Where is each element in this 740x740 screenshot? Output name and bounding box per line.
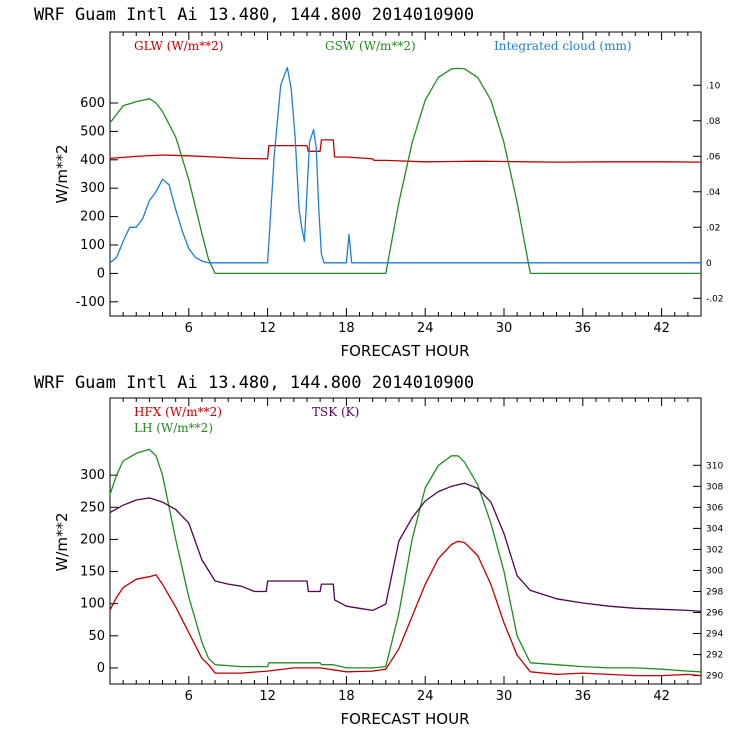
x-tick-label: 24 — [417, 689, 434, 704]
x-axis-label: FORECAST HOUR — [340, 342, 469, 360]
x-tick-label: 42 — [653, 321, 670, 336]
x-tick-label: 12 — [259, 689, 276, 704]
x-tick-label: 12 — [259, 321, 276, 336]
plot-frame — [109, 31, 702, 317]
y-tick-label: 600 — [80, 96, 105, 111]
plot-frame — [109, 397, 702, 685]
legend-hfx: HFX (W/m**2) — [134, 405, 222, 419]
y-tick-label: 100 — [80, 597, 105, 612]
legend-tsk: TSK (K) — [312, 405, 359, 419]
y-tick-label: 400 — [80, 153, 105, 168]
y2-tick-label: 292 — [706, 651, 723, 661]
x-tick-label: 36 — [575, 689, 592, 704]
y2-tick-label: .08 — [706, 117, 721, 127]
y2-tick-label: 298 — [706, 587, 723, 597]
x-tick-label: 30 — [496, 321, 513, 336]
panel-title: WRF Guam Intl Ai 13.480, 144.800 2014010… — [34, 5, 474, 25]
x-tick-label: 18 — [338, 321, 355, 336]
y2-tick-label: 302 — [706, 545, 723, 555]
y-tick-label: 200 — [80, 532, 105, 547]
legend-glw: GLW (W/m**2) — [134, 39, 223, 53]
y-axis-label: W/m**2 — [53, 512, 71, 571]
series-tsk — [109, 482, 702, 613]
panel-radiation: WRF Guam Intl Ai 13.480, 144.800 2014010… — [34, 5, 724, 360]
y2-tick-label: .06 — [706, 152, 721, 162]
y2-tick-label: 0 — [706, 259, 712, 269]
series-glw — [109, 139, 702, 163]
x-tick-label: 42 — [653, 689, 670, 704]
x-tick-label: 6 — [185, 321, 193, 336]
y-tick-label: 500 — [80, 124, 105, 139]
y-tick-label: 100 — [80, 238, 105, 253]
y2-tick-label: 290 — [706, 672, 723, 682]
y-tick-label: 0 — [97, 266, 105, 281]
y-tick-label: 200 — [80, 210, 105, 225]
y-tick-label: 300 — [80, 468, 105, 483]
y-tick-label: 50 — [88, 629, 105, 644]
y2-tick-label: .04 — [706, 188, 721, 198]
y2-tick-label: 304 — [706, 524, 723, 534]
x-tick-label: 36 — [575, 321, 592, 336]
y-tick-label: 150 — [80, 565, 105, 580]
series-integrated — [109, 66, 701, 264]
x-axis-label: FORECAST HOUR — [340, 710, 469, 728]
y2-tick-label: .02 — [706, 223, 720, 233]
series-lh — [109, 448, 702, 673]
panel-surface-fluxes: WRF Guam Intl Ai 13.480, 144.800 2014010… — [34, 373, 723, 728]
y2-tick-label: 300 — [706, 566, 723, 576]
panel-title: WRF Guam Intl Ai 13.480, 144.800 2014010… — [34, 373, 474, 393]
y2-tick-label: 308 — [706, 482, 723, 492]
y-tick-label: 250 — [80, 500, 105, 515]
y2-tick-label: -.02 — [706, 294, 724, 304]
x-tick-label: 6 — [185, 689, 193, 704]
legend-gsw: GSW (W/m**2) — [325, 39, 416, 53]
y2-tick-label: 306 — [706, 503, 723, 513]
legend-lh: LH (W/m**2) — [134, 421, 213, 435]
y2-tick-label: .10 — [706, 81, 721, 91]
y2-tick-label: 310 — [706, 461, 723, 471]
y-tick-label: 0 — [97, 661, 105, 676]
series-hfx — [109, 540, 702, 677]
y2-tick-label: 294 — [706, 630, 723, 640]
legend-cloud: Integrated cloud (mm) — [494, 39, 632, 53]
series-gsw — [109, 67, 701, 275]
x-tick-label: 18 — [338, 689, 355, 704]
y2-tick-label: 296 — [706, 609, 723, 619]
y-axis-label: W/m**2 — [53, 144, 71, 203]
y-tick-label: -100 — [75, 295, 105, 310]
y-tick-label: 300 — [80, 181, 105, 196]
x-tick-label: 30 — [496, 689, 513, 704]
x-tick-label: 24 — [417, 321, 434, 336]
